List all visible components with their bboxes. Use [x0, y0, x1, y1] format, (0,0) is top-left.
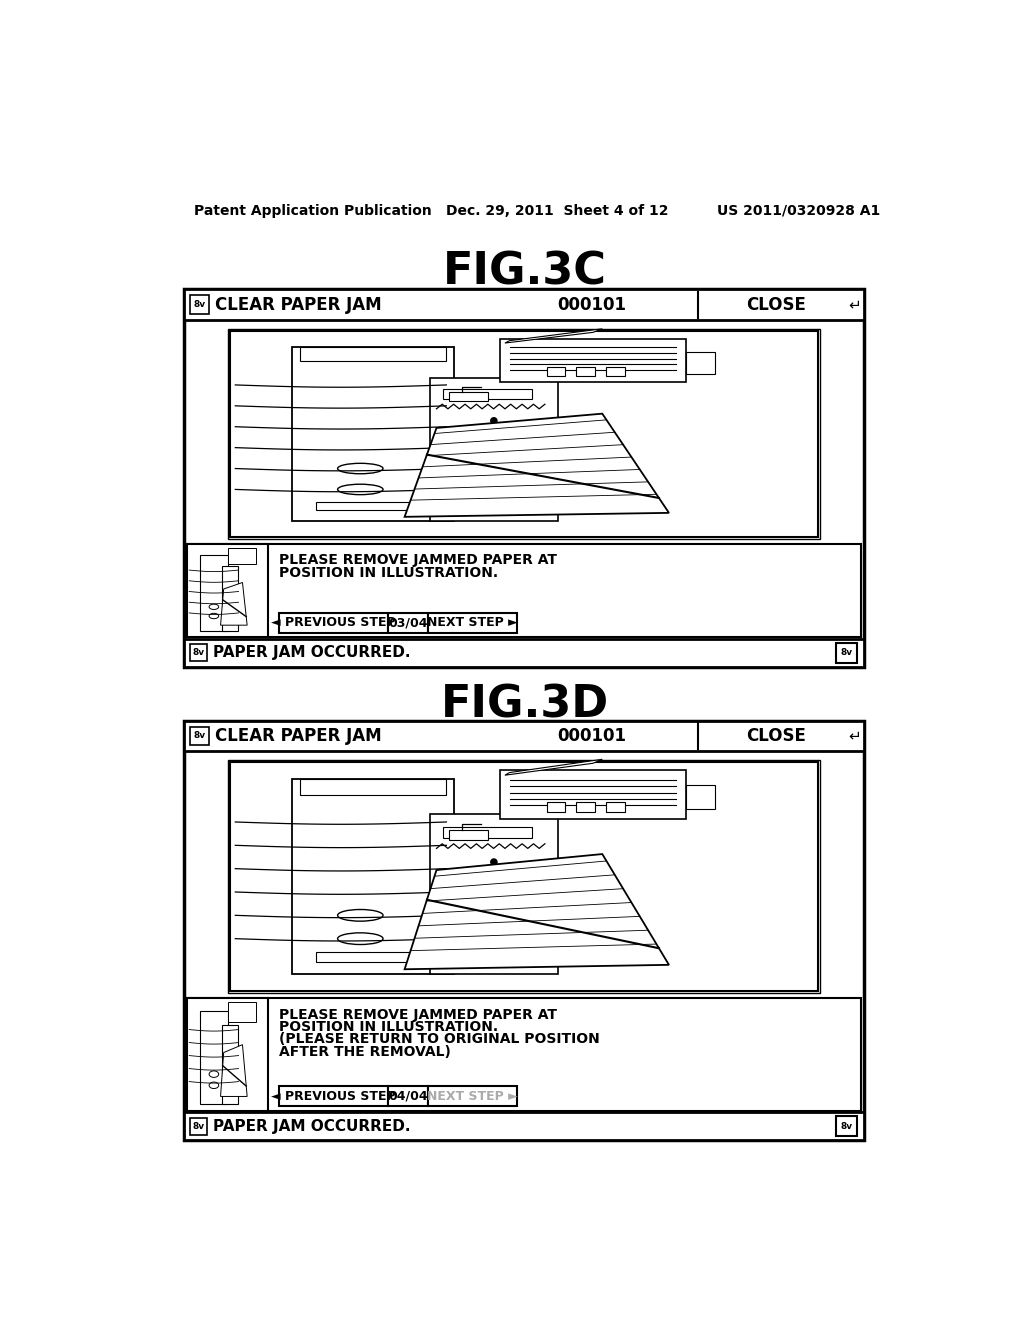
- Text: 8v: 8v: [841, 648, 853, 657]
- Bar: [183, 721, 864, 1140]
- Polygon shape: [404, 854, 669, 969]
- Text: US 2011/0320928 A1: US 2011/0320928 A1: [717, 203, 881, 218]
- Text: 000101: 000101: [558, 296, 627, 314]
- Bar: [450, 830, 487, 840]
- Text: PLEASE REMOVE JAMMED PAPER AT: PLEASE REMOVE JAMMED PAPER AT: [280, 553, 557, 568]
- Text: 03/04: 03/04: [388, 616, 428, 630]
- Bar: [190, 726, 209, 744]
- Text: 04/04: 04/04: [388, 1090, 428, 1102]
- Bar: [316, 502, 414, 511]
- Bar: [501, 771, 686, 818]
- Bar: [300, 779, 446, 795]
- Bar: [430, 378, 558, 521]
- Bar: [606, 803, 625, 812]
- Bar: [450, 392, 487, 401]
- Text: NEXT STEP ►: NEXT STEP ►: [427, 616, 518, 630]
- Bar: [292, 347, 455, 521]
- Polygon shape: [505, 759, 602, 775]
- Text: CLEAR PAPER JAM: CLEAR PAPER JAM: [215, 727, 381, 744]
- Text: 8v: 8v: [841, 1122, 853, 1131]
- Bar: [183, 289, 864, 321]
- Circle shape: [490, 417, 497, 424]
- Bar: [230, 762, 818, 991]
- Bar: [501, 339, 686, 383]
- Bar: [316, 952, 414, 962]
- Bar: [187, 998, 861, 1111]
- Text: CLOSE: CLOSE: [745, 727, 806, 744]
- Text: Dec. 29, 2011  Sheet 4 of 12: Dec. 29, 2011 Sheet 4 of 12: [445, 203, 669, 218]
- Bar: [292, 779, 455, 974]
- Polygon shape: [220, 582, 247, 626]
- Bar: [183, 721, 864, 751]
- Bar: [388, 1086, 428, 1106]
- Bar: [190, 1118, 207, 1135]
- Text: POSITION IN ILLUSTRATION.: POSITION IN ILLUSTRATION.: [280, 566, 499, 579]
- Bar: [280, 1086, 388, 1106]
- Text: POSITION IN ILLUSTRATION.: POSITION IN ILLUSTRATION.: [280, 1020, 499, 1034]
- Text: FIG.3D: FIG.3D: [440, 684, 609, 726]
- Bar: [547, 367, 565, 376]
- Bar: [230, 331, 818, 536]
- Bar: [190, 296, 209, 314]
- Text: Patent Application Publication: Patent Application Publication: [194, 203, 432, 218]
- Text: FIG.3C: FIG.3C: [442, 251, 607, 294]
- Bar: [300, 347, 446, 360]
- Polygon shape: [505, 329, 602, 343]
- Bar: [280, 612, 388, 632]
- Bar: [183, 289, 864, 667]
- Bar: [228, 548, 256, 564]
- Polygon shape: [220, 1044, 247, 1097]
- Bar: [200, 554, 227, 631]
- Bar: [837, 643, 856, 663]
- Bar: [183, 1113, 864, 1140]
- Text: ↵: ↵: [849, 297, 861, 313]
- Bar: [442, 826, 532, 838]
- Text: PAPER JAM OCCURRED.: PAPER JAM OCCURRED.: [213, 645, 411, 660]
- Text: PLEASE REMOVE JAMMED PAPER AT: PLEASE REMOVE JAMMED PAPER AT: [280, 1007, 557, 1022]
- Bar: [442, 389, 532, 400]
- Bar: [187, 998, 268, 1111]
- Text: 8v: 8v: [193, 648, 205, 657]
- Bar: [228, 760, 820, 993]
- Bar: [190, 644, 207, 661]
- Bar: [187, 544, 268, 638]
- Circle shape: [490, 859, 497, 865]
- Bar: [577, 803, 595, 812]
- Text: ↵: ↵: [849, 729, 861, 743]
- Bar: [547, 803, 565, 812]
- Bar: [428, 612, 517, 632]
- Text: CLOSE: CLOSE: [745, 296, 806, 314]
- Bar: [686, 785, 715, 809]
- Text: 8v: 8v: [194, 731, 206, 741]
- Bar: [200, 1011, 227, 1104]
- Bar: [228, 329, 820, 539]
- Text: ◄ PREVIOUS STEP: ◄ PREVIOUS STEP: [271, 1090, 395, 1102]
- Polygon shape: [404, 413, 669, 517]
- Bar: [686, 351, 715, 374]
- Text: CLEAR PAPER JAM: CLEAR PAPER JAM: [215, 296, 381, 314]
- Bar: [187, 544, 861, 638]
- Bar: [222, 566, 238, 631]
- Text: PAPER JAM OCCURRED.: PAPER JAM OCCURRED.: [213, 1119, 411, 1134]
- Text: 000101: 000101: [558, 727, 627, 744]
- Bar: [428, 1086, 517, 1106]
- Bar: [606, 367, 625, 376]
- Text: ◄ PREVIOUS STEP: ◄ PREVIOUS STEP: [271, 616, 395, 630]
- Text: (PLEASE RETURN TO ORIGINAL POSITION: (PLEASE RETURN TO ORIGINAL POSITION: [280, 1032, 600, 1047]
- Bar: [577, 367, 595, 376]
- Text: AFTER THE REMOVAL): AFTER THE REMOVAL): [280, 1044, 451, 1059]
- Text: NEXT STEP ►: NEXT STEP ►: [427, 1090, 518, 1102]
- Bar: [228, 1002, 256, 1022]
- Bar: [388, 612, 428, 632]
- Bar: [430, 814, 558, 974]
- Bar: [183, 639, 864, 667]
- Text: 8v: 8v: [194, 300, 206, 309]
- Bar: [222, 1024, 238, 1104]
- Bar: [837, 1117, 856, 1137]
- Text: 8v: 8v: [193, 1122, 205, 1131]
